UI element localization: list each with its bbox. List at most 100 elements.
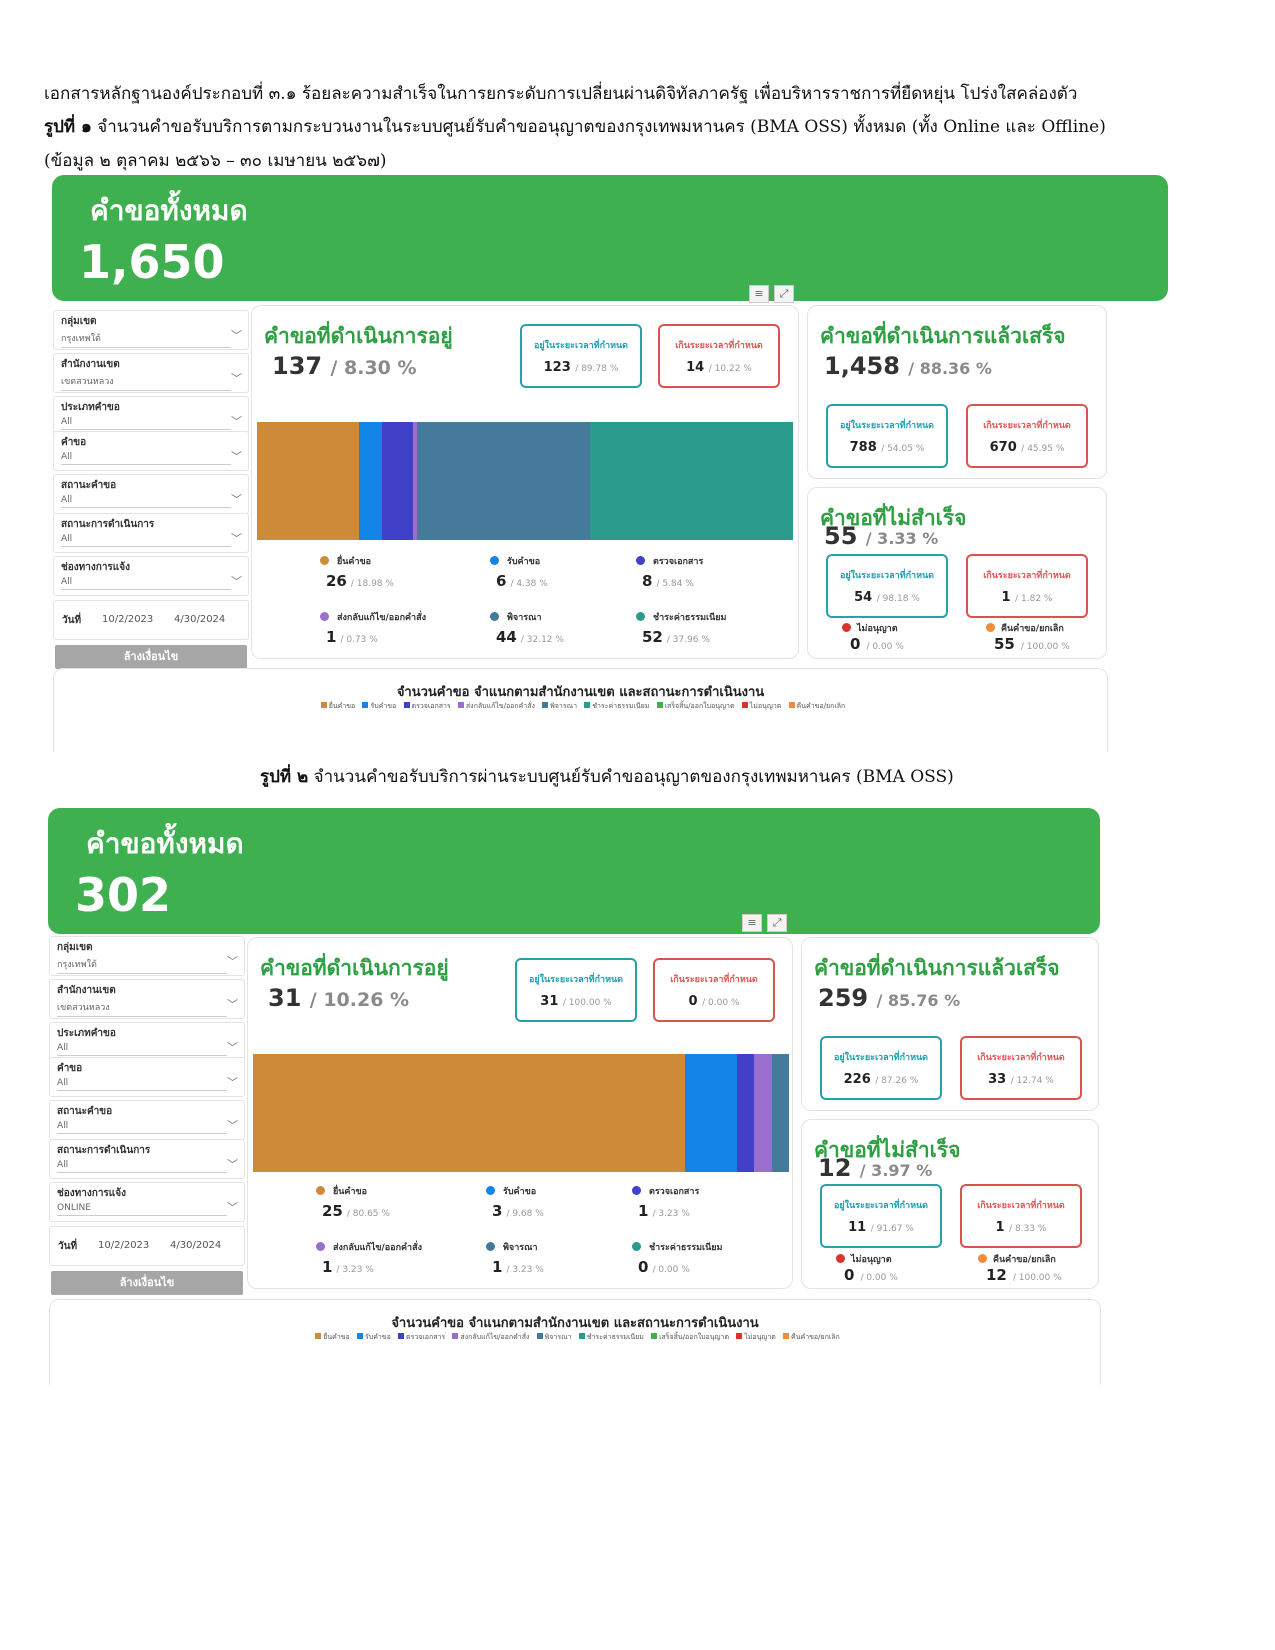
bar-segment[interactable]: [257, 422, 359, 540]
completed-over-box: เกินระยะเวลาที่กำหนด 670 / 45.95 %: [966, 404, 1088, 468]
date-to[interactable]: 4/30/2024: [174, 614, 226, 625]
dot-icon: [486, 1242, 495, 1251]
date-to[interactable]: 4/30/2024: [170, 1240, 222, 1251]
filter-process-status[interactable]: สถานะการดำเนินการ All ﹀: [49, 1139, 245, 1179]
stage-name: ยื่นคำขอ: [337, 557, 372, 567]
within-pct: / 54.05 %: [881, 444, 925, 454]
filter-request-type[interactable]: ประเภทคำขอ All ﹀: [53, 396, 249, 436]
clear-filters-button[interactable]: ล้างเงื่อนไข: [55, 645, 247, 669]
completed-title: คำขอที่ดำเนินการแล้วเสร็จ: [814, 956, 1060, 980]
date-from[interactable]: 10/2/2023: [98, 1240, 150, 1251]
chevron-down-icon: ﹀: [227, 1076, 238, 1089]
dot-icon: [320, 556, 329, 565]
filter-request-status[interactable]: สถานะคำขอ All ﹀: [49, 1100, 245, 1140]
date-range-filter[interactable]: วันที่ 10/2/2023 4/30/2024: [53, 600, 249, 640]
returned-label: คืนคำขอ/ยกเลิก: [1001, 624, 1064, 634]
filter-request[interactable]: คำขอ All ﹀: [53, 431, 249, 471]
stage-name: ส่งกลับแก้ไข/ออกคำสั่ง: [333, 1243, 423, 1253]
stage-value: 1: [638, 1202, 649, 1220]
expand-icon[interactable]: ⤢: [774, 285, 794, 303]
in-progress-pct: / 10.26 %: [309, 989, 410, 1011]
bar-segment[interactable]: [253, 1054, 686, 1172]
completed-panel: คำขอที่ดำเนินการแล้วเสร็จ 1,458 / 88.36 …: [807, 305, 1107, 479]
legend-label: ไม่อนุญาต: [744, 1333, 776, 1341]
filter-channel[interactable]: ช่องทางการแจ้ง All ﹀: [53, 556, 249, 596]
filter-district-office[interactable]: สำนักงานเขต เขตสวนหลวง ﹀: [53, 353, 249, 393]
completed-pct: / 88.36 %: [908, 359, 992, 378]
stage-value: 52: [642, 628, 663, 646]
completed-count-value: 259: [818, 984, 869, 1012]
stage-pct: / 3.23 %: [506, 1265, 544, 1275]
legend-label: ตรวจเอกสาร: [411, 702, 451, 710]
total-requests-banner: คำขอทั้งหมด 302 ≡ ⤢: [48, 808, 1100, 934]
filter-channel[interactable]: ช่องทางการแจ้ง ONLINE ﹀: [49, 1182, 245, 1222]
completed-pct: / 85.76 %: [876, 991, 961, 1010]
completed-count-value: 1,458: [824, 352, 900, 380]
filter-label: สำนักงานเขต: [57, 985, 116, 996]
filter-icon[interactable]: ≡: [749, 285, 769, 303]
within-label: อยู่ในระยะเวลาที่กำหนด: [833, 1201, 929, 1211]
bar-segment[interactable]: [737, 1054, 755, 1172]
within-pct: / 89.78 %: [575, 364, 619, 374]
dot-icon: [320, 612, 329, 621]
filter-value: All: [61, 452, 231, 465]
denied-pct: / 0.00 %: [866, 642, 904, 652]
clear-filters-button[interactable]: ล้างเงื่อนไข: [51, 1271, 243, 1295]
chevron-down-icon: ﹀: [231, 450, 242, 463]
bar-segment[interactable]: [417, 422, 590, 540]
legend-label: ชำระค่าธรรมเนียม: [592, 702, 650, 710]
dot-icon: [486, 1186, 495, 1195]
failed-panel: คำขอที่ไม่สำเร็จ 12 / 3.97 % อยู่ในระยะเ…: [801, 1119, 1099, 1289]
completed-over-box: เกินระยะเวลาที่กำหนด 33 / 12.74 %: [960, 1036, 1082, 1100]
filter-district-office[interactable]: สำนักงานเขต เขตสวนหลวง ﹀: [49, 979, 245, 1019]
over-pct: / 0.00 %: [702, 998, 740, 1008]
stage-pct: / 3.23 %: [336, 1265, 374, 1275]
chevron-down-icon: ﹀: [227, 955, 238, 968]
bar-segment[interactable]: [358, 422, 383, 540]
chevron-down-icon: ﹀: [227, 1201, 238, 1214]
in-progress-panel: คำขอที่ดำเนินการอยู่ 31 / 10.26 % อยู่ใน…: [247, 937, 793, 1289]
filter-process-status[interactable]: สถานะการดำเนินการ All ﹀: [53, 513, 249, 553]
total-requests-title: คำขอทั้งหมด: [86, 827, 244, 860]
bar-segment[interactable]: [589, 422, 793, 540]
bar-segment[interactable]: [382, 422, 414, 540]
filter-value: All: [57, 1078, 227, 1091]
bar-segment[interactable]: [771, 1054, 789, 1172]
total-requests-banner: คำขอทั้งหมด 1,650 ≡ ⤢: [52, 175, 1168, 303]
total-requests-title: คำขอทั้งหมด: [90, 194, 248, 227]
within-value: 123: [543, 360, 571, 375]
filter-value: กรุงเทพใต้: [57, 957, 227, 974]
stage-value: 8: [642, 572, 653, 590]
in-progress-within-box: อยู่ในระยะเวลาที่กำหนด 31 / 100.00 %: [515, 958, 637, 1022]
denied-value: 0: [844, 1266, 855, 1284]
filter-icon[interactable]: ≡: [742, 914, 762, 932]
stage-pct: / 18.98 %: [350, 579, 394, 589]
date-from[interactable]: 10/2/2023: [102, 614, 154, 625]
filter-label: กลุ่มเขต: [57, 942, 93, 953]
date-label: วันที่: [58, 1241, 78, 1252]
legend-label: ชำระค่าธรรมเนียม: [586, 1333, 644, 1341]
stage-name: พิจารณา: [507, 613, 542, 623]
failed-pct: / 3.97 %: [859, 1161, 933, 1180]
within-label: อยู่ในระยะเวลาที่กำหนด: [839, 421, 935, 431]
filter-request[interactable]: คำขอ All ﹀: [49, 1057, 245, 1097]
figure-1-text: จำนวนคำขอรับบริการตามกระบวนงานในระบบศูนย…: [91, 117, 1106, 137]
filter-label: ช่องทางการแจ้ง: [57, 1188, 126, 1199]
bar-segment[interactable]: [754, 1054, 772, 1172]
filter-zone-group[interactable]: กลุ่มเขตกรุงเทพใต้ ﹀: [49, 936, 245, 976]
filter-request-type[interactable]: ประเภทคำขอ All ﹀: [49, 1022, 245, 1062]
bar-segment[interactable]: [413, 422, 418, 540]
within-pct: / 87.26 %: [875, 1076, 919, 1086]
filter-request-status[interactable]: สถานะคำขอ All ﹀: [53, 474, 249, 514]
legend-label: เสร็จสิ้น/ออกใบอนุญาต: [659, 1333, 729, 1341]
failed-count: 12 / 3.97 %: [818, 1154, 932, 1182]
within-value: 54: [854, 590, 873, 605]
dashboard-2: คำขอทั้งหมด 302 ≡ ⤢ กลุ่มเขต กรุงเทพใต้ ﹀ …: [46, 808, 1166, 1418]
date-range-filter[interactable]: วันที่ 10/2/2023 4/30/2024: [49, 1226, 245, 1266]
filter-value: All: [61, 534, 231, 547]
bar-segment[interactable]: [685, 1054, 738, 1172]
district-chart-legend: ยื่นคำขอ รับคำขอ ตรวจเอกสาร ส่งกลับแก้ไข…: [50, 1332, 1100, 1343]
expand-icon[interactable]: ⤢: [767, 914, 787, 932]
failed-count: 55 / 3.33 %: [824, 522, 938, 550]
filter-zone-group[interactable]: กลุ่มเขต กรุงเทพใต้ ﹀: [53, 310, 249, 350]
